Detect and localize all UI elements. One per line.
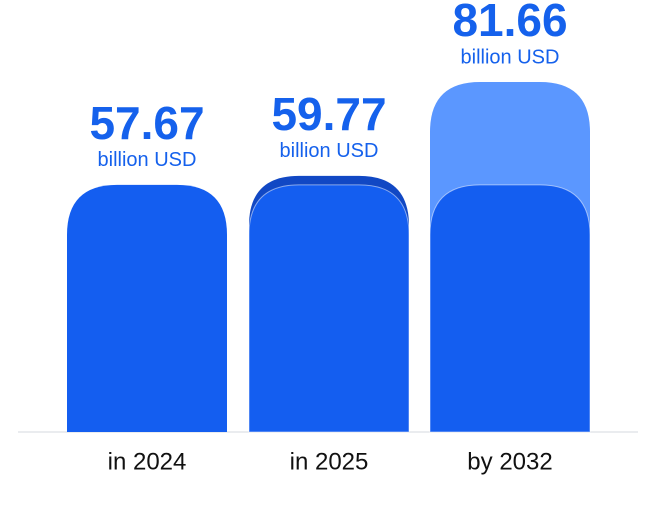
value-label: 81.66 (452, 0, 567, 46)
bar (67, 184, 227, 432)
value-label: 57.67 (89, 97, 204, 149)
bar-base-overlay (248, 184, 410, 433)
category-label: by 2032 (467, 448, 552, 475)
bar-base-overlay (429, 184, 591, 433)
unit-label: billion USD (280, 140, 379, 162)
category-label: in 2025 (290, 448, 369, 475)
unit-label: billion USD (461, 46, 560, 68)
unit-label: billion USD (98, 149, 197, 171)
category-label: in 2024 (108, 448, 187, 475)
value-label: 59.77 (271, 88, 386, 140)
